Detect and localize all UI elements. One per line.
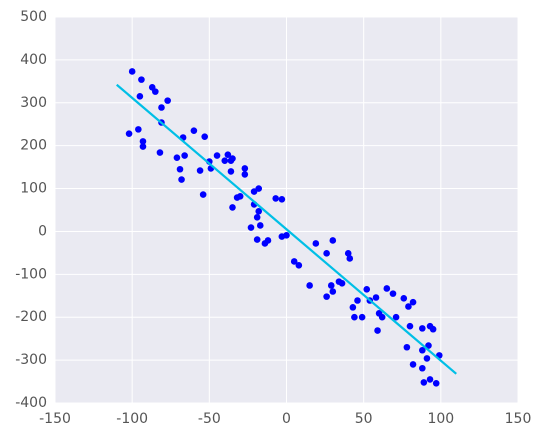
y-tick-label: -200 (15, 309, 47, 325)
scatter-point (389, 290, 397, 297)
scatter-point (346, 255, 354, 262)
y-tick-label: 100 (20, 181, 47, 197)
scatter-point (403, 343, 411, 351)
scatter-point (372, 294, 380, 301)
scatter-point (181, 152, 188, 159)
scatter-point (349, 304, 357, 311)
scatter-point (128, 68, 136, 75)
scatter-point (329, 288, 337, 295)
scatter-point (229, 155, 236, 162)
x-tick-label: 100 (427, 411, 454, 427)
scatter-point (213, 152, 221, 159)
y-tick-label: 300 (20, 95, 47, 111)
scatter-point (295, 262, 303, 269)
scatter-point (139, 138, 147, 145)
y-tick-label: 0 (38, 223, 47, 239)
scatter-point (196, 167, 204, 174)
scatter-point (178, 176, 185, 183)
scatter-point (409, 361, 417, 368)
scatter-point (351, 313, 358, 321)
scatter-point (255, 185, 263, 192)
scatter-point (241, 165, 249, 172)
scatter-point (338, 280, 346, 287)
scatter-point (139, 143, 147, 150)
scatter-point (290, 258, 298, 265)
y-tick-label: 200 (20, 138, 47, 154)
scatter-point (400, 295, 408, 302)
scatter-point (138, 76, 145, 83)
scatter-point (432, 379, 440, 387)
scatter-point (158, 104, 165, 111)
scatter-point (236, 192, 244, 200)
scatter-point (419, 325, 426, 332)
scatter-point (306, 282, 313, 289)
fit-line (116, 83, 457, 375)
scatter-point (201, 133, 209, 140)
scatter-point (329, 237, 337, 244)
scatter-point (227, 168, 235, 175)
scatter-point (409, 298, 417, 306)
scatter-point (405, 303, 412, 310)
scatter-point (176, 165, 184, 173)
scatter-point (272, 195, 279, 202)
scatter-point (221, 157, 229, 164)
scatter-point (253, 213, 261, 221)
y-tick-label: -100 (15, 266, 47, 282)
scatter-point (283, 232, 290, 239)
scatter-point (420, 379, 428, 386)
scatter-point (354, 297, 361, 304)
x-tick-label: -150 (39, 411, 71, 427)
scatter-point (256, 222, 264, 229)
scatter-point (392, 313, 400, 321)
scatter-point (423, 355, 431, 362)
scatter-point (419, 346, 426, 354)
scatter-point (164, 97, 171, 104)
scatter-point (125, 130, 133, 137)
scatter-point (253, 236, 261, 243)
y-tick-label: -300 (15, 352, 47, 368)
scatter-point (278, 195, 286, 203)
x-tick-label: -100 (116, 411, 148, 427)
scatter-point (374, 327, 381, 334)
scatter-point (224, 151, 232, 158)
x-tick-label: -50 (198, 411, 221, 427)
y-tick-label: 500 (20, 9, 47, 25)
scatter-point (323, 250, 330, 257)
scatter-point (425, 342, 432, 349)
scatter-point (241, 171, 249, 178)
scatter-point (344, 250, 352, 257)
x-tick-label: 150 (505, 411, 532, 427)
scatter-point (312, 240, 320, 247)
scatter-point (419, 364, 426, 372)
scatter-point (383, 285, 391, 292)
scatter-point (199, 191, 207, 198)
scatter-point (247, 224, 255, 231)
scatter-point (135, 126, 142, 133)
scatter-point (406, 322, 414, 330)
scatter-point (173, 154, 181, 161)
scatter-point (327, 282, 335, 289)
scatter-point (378, 313, 386, 321)
scatter-point (156, 149, 164, 156)
scatter-point (190, 127, 198, 134)
scatter-point (358, 313, 366, 321)
scatter-point (264, 237, 272, 244)
x-tick-label: 0 (282, 411, 291, 427)
y-tick-label: 400 (20, 52, 47, 68)
scatter-point (136, 93, 144, 100)
scatter-point (152, 88, 159, 95)
scatter-point (429, 325, 437, 333)
scatter-point (229, 204, 236, 211)
scatter-point (363, 286, 371, 293)
x-tick-label: 50 (355, 411, 373, 427)
scatter-point (255, 207, 263, 215)
scatter-point (426, 376, 434, 383)
scatter-point (323, 293, 330, 300)
y-tick-label: -400 (15, 395, 47, 411)
